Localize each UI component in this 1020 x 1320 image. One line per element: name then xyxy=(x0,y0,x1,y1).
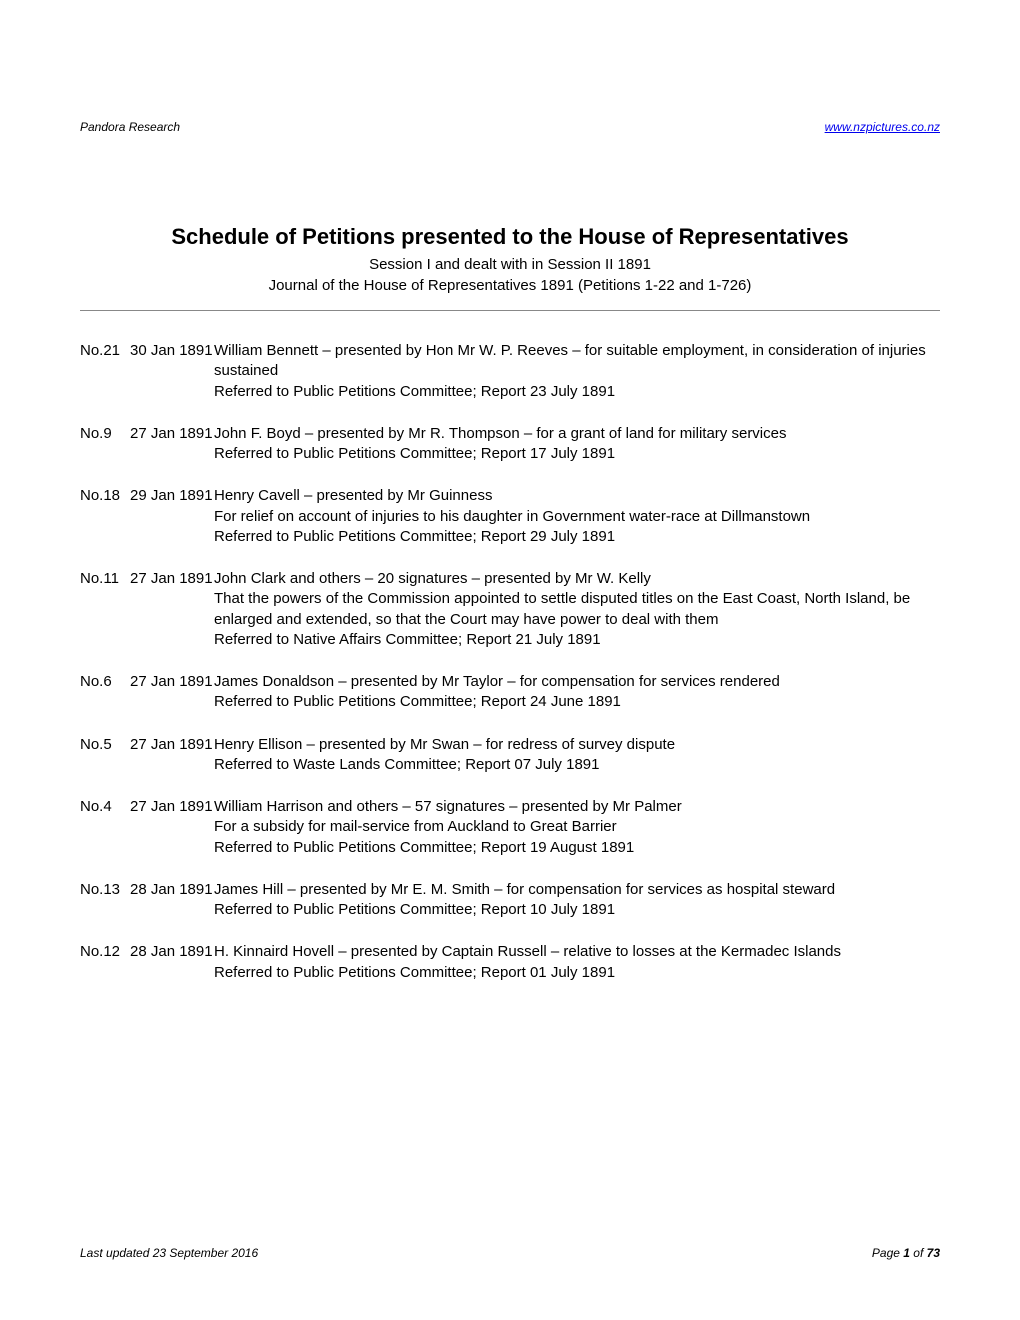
subtitle-journal: Journal of the House of Representatives … xyxy=(80,277,940,294)
petition-number: No.5 xyxy=(80,735,130,776)
petition-line: Henry Ellison – presented by Mr Swan – f… xyxy=(214,735,940,755)
petition-line: William Harrison and others – 57 signatu… xyxy=(214,797,940,817)
petition-number: No.18 xyxy=(80,486,130,547)
petition-line: Henry Cavell – presented by Mr Guinness xyxy=(214,486,940,506)
petition-row: No.1328 Jan 1891James Hill – presented b… xyxy=(80,880,940,921)
petition-row: No.1228 Jan 1891H. Kinnaird Hovell – pre… xyxy=(80,942,940,983)
petition-description: James Hill – presented by Mr E. M. Smith… xyxy=(214,880,940,921)
petition-line: Referred to Public Petitions Committee; … xyxy=(214,527,940,547)
petition-line: Referred to Waste Lands Committee; Repor… xyxy=(214,755,940,775)
petition-number: No.21 xyxy=(80,341,130,402)
petition-row: No.1127 Jan 1891John Clark and others – … xyxy=(80,569,940,650)
petition-line: John Clark and others – 20 signatures – … xyxy=(214,569,940,589)
petition-line: H. Kinnaird Hovell – presented by Captai… xyxy=(214,942,940,962)
petition-description: William Bennett – presented by Hon Mr W.… xyxy=(214,341,940,402)
petition-row: No.927 Jan 1891John F. Boyd – presented … xyxy=(80,424,940,465)
petition-line: Referred to Public Petitions Committee; … xyxy=(214,382,940,402)
petition-line: William Bennett – presented by Hon Mr W.… xyxy=(214,341,940,382)
petition-line: Referred to Public Petitions Committee; … xyxy=(214,838,940,858)
petition-line: For relief on account of injuries to his… xyxy=(214,507,940,527)
petition-line: Referred to Public Petitions Committee; … xyxy=(214,444,940,464)
petition-number: No.11 xyxy=(80,569,130,650)
petition-description: Henry Cavell – presented by Mr GuinnessF… xyxy=(214,486,940,547)
petition-number: No.13 xyxy=(80,880,130,921)
page-header: Pandora Research www.nzpictures.co.nz xyxy=(80,120,940,134)
footer-page-total: 73 xyxy=(927,1246,940,1260)
petition-row: No.1829 Jan 1891Henry Cavell – presented… xyxy=(80,486,940,547)
petition-description: H. Kinnaird Hovell – presented by Captai… xyxy=(214,942,940,983)
footer-page-prefix: Page xyxy=(872,1246,903,1260)
petition-number: No.4 xyxy=(80,797,130,858)
header-website-link[interactable]: www.nzpictures.co.nz xyxy=(825,120,940,134)
petition-date: 27 Jan 1891 xyxy=(130,424,214,465)
petition-line: James Hill – presented by Mr E. M. Smith… xyxy=(214,880,940,900)
footer-page: Page 1 of 73 xyxy=(872,1246,940,1260)
petition-line: Referred to Public Petitions Committee; … xyxy=(214,963,940,983)
petition-line: John F. Boyd – presented by Mr R. Thomps… xyxy=(214,424,940,444)
petition-description: John Clark and others – 20 signatures – … xyxy=(214,569,940,650)
petition-description: John F. Boyd – presented by Mr R. Thomps… xyxy=(214,424,940,465)
petition-date: 30 Jan 1891 xyxy=(130,341,214,402)
petition-description: Henry Ellison – presented by Mr Swan – f… xyxy=(214,735,940,776)
subtitle-session: Session I and dealt with in Session II 1… xyxy=(80,256,940,273)
divider xyxy=(80,310,940,311)
petition-row: No.427 Jan 1891William Harrison and othe… xyxy=(80,797,940,858)
petition-date: 27 Jan 1891 xyxy=(130,569,214,650)
petition-line: Referred to Native Affairs Committee; Re… xyxy=(214,630,940,650)
petition-line: Referred to Public Petitions Committee; … xyxy=(214,692,940,712)
petition-date: 28 Jan 1891 xyxy=(130,942,214,983)
title-block: Schedule of Petitions presented to the H… xyxy=(80,224,940,294)
petition-date: 27 Jan 1891 xyxy=(130,797,214,858)
page-footer: Last updated 23 September 2016 Page 1 of… xyxy=(80,1246,940,1260)
petition-date: 29 Jan 1891 xyxy=(130,486,214,547)
petition-description: William Harrison and others – 57 signatu… xyxy=(214,797,940,858)
petition-line: That the powers of the Commission appoin… xyxy=(214,589,940,630)
petition-line: Referred to Public Petitions Committee; … xyxy=(214,900,940,920)
main-title: Schedule of Petitions presented to the H… xyxy=(80,224,940,250)
footer-page-sep: of xyxy=(910,1246,927,1260)
footer-page-current: 1 xyxy=(903,1246,910,1260)
petition-number: No.9 xyxy=(80,424,130,465)
petition-description: James Donaldson – presented by Mr Taylor… xyxy=(214,672,940,713)
petition-row: No.2130 Jan 1891William Bennett – presen… xyxy=(80,341,940,402)
petition-line: For a subsidy for mail-service from Auck… xyxy=(214,817,940,837)
petition-date: 27 Jan 1891 xyxy=(130,672,214,713)
petition-line: James Donaldson – presented by Mr Taylor… xyxy=(214,672,940,692)
petition-number: No.6 xyxy=(80,672,130,713)
petition-number: No.12 xyxy=(80,942,130,983)
petitions-list: No.2130 Jan 1891William Bennett – presen… xyxy=(80,341,940,983)
petition-date: 28 Jan 1891 xyxy=(130,880,214,921)
petition-row: No.627 Jan 1891James Donaldson – present… xyxy=(80,672,940,713)
petition-row: No.527 Jan 1891Henry Ellison – presented… xyxy=(80,735,940,776)
footer-updated: Last updated 23 September 2016 xyxy=(80,1246,258,1260)
petition-date: 27 Jan 1891 xyxy=(130,735,214,776)
header-organization: Pandora Research xyxy=(80,120,180,134)
